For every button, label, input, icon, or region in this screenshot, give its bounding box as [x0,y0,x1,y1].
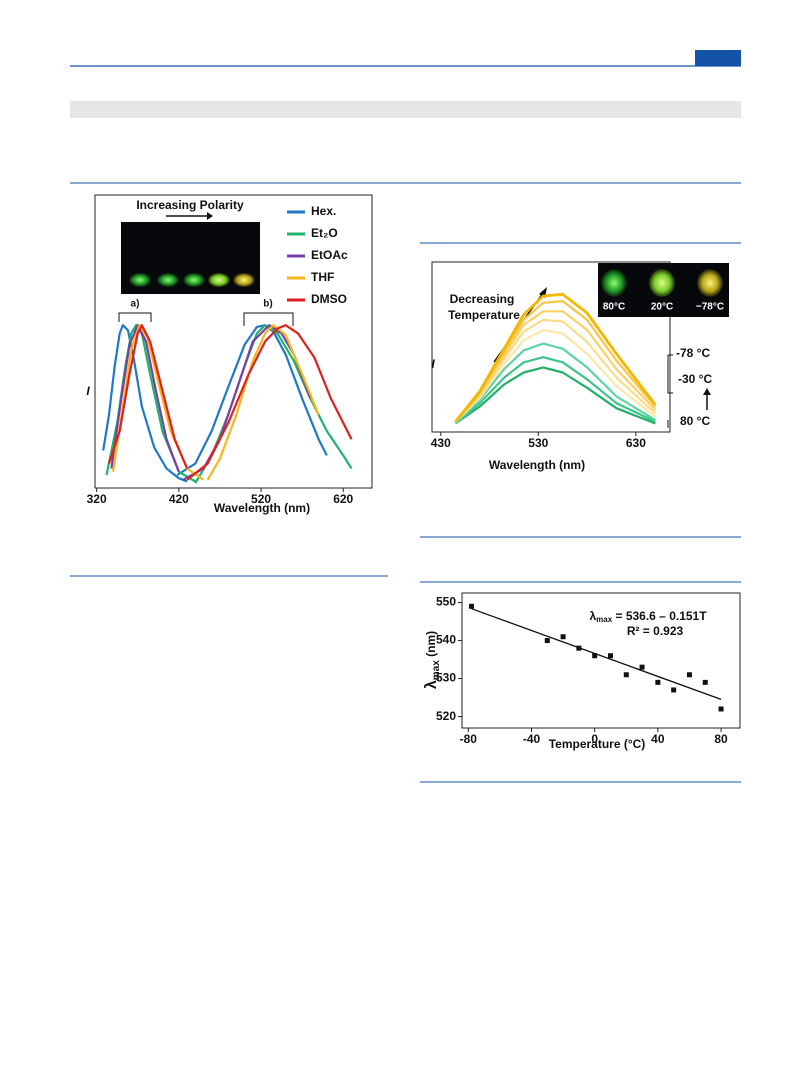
vial-glow [208,273,230,287]
bracket [667,354,673,428]
y-axis-label: λmax (nm) [423,631,441,689]
data-point [544,638,550,644]
data-point [655,679,661,685]
legend-label: DMSO [311,292,347,306]
y-unit: (nm) [424,631,438,660]
y-axis-label: I [86,384,90,398]
legend-label: THF [311,270,334,284]
data-point [671,687,677,693]
data-point [718,706,724,712]
x-tick-label: -80 [460,732,478,746]
gray-band [70,101,741,118]
series-line [454,292,657,423]
annotation: 80 °C [680,414,710,428]
vial-glow [601,269,627,297]
series-line [107,324,353,481]
y-axis-label: I [431,357,435,371]
y-tick-label: 530 [436,671,456,685]
annotation: Increasing Polarity [136,198,244,212]
y-tick-label: 520 [436,709,456,723]
annotation: -78 °C [676,346,710,360]
data-point [623,672,629,678]
series-line [102,324,328,483]
x-axis-label: Temperature (°C) [549,737,646,751]
x-tick-label: 40 [651,732,665,746]
x-tick-label: 620 [333,492,353,506]
eq-subscript: max [596,615,613,624]
data-point [592,653,598,659]
series-line [454,328,657,423]
x-tick-label: 0 [591,732,598,746]
bracket [118,312,152,322]
x-tick-label: 630 [626,436,646,450]
series-line [454,356,656,425]
data-point [702,679,708,685]
annotation: Temperature [448,308,520,322]
legend-label: EtOAc [311,248,348,262]
vial-glow [697,269,723,297]
header-tab [695,50,741,66]
data-point [468,603,474,609]
vial-glow [649,269,675,297]
x-tick-label: 80 [714,732,728,746]
data-point [639,664,645,670]
r-squared: R² = 0.923 [627,624,684,638]
inset-label: −78°C [696,302,724,313]
plot-frame [461,592,741,729]
y-symbol: λ [423,680,440,689]
inset-label: 20°C [651,302,673,313]
data-point [560,634,566,640]
eq-symbol: λ [589,609,596,623]
x-axis-label: Wavelength (nm) [489,458,585,472]
x-tick-label: 520 [251,492,271,506]
data-point [686,672,692,678]
series-line [454,366,656,425]
arrow-head [207,212,213,220]
vial-glow [157,273,179,287]
annotation: b) [263,299,272,310]
x-tick-label: 420 [169,492,189,506]
plot-frame [94,194,373,489]
legend-label: Et₂O [311,226,338,240]
x-axis-label: Wavelength (nm) [214,501,310,515]
vial-glow [129,273,151,287]
x-tick-label: 320 [87,492,107,506]
series-line [454,310,657,423]
eq-text: = 536.6 – 0.151T [612,609,707,623]
bracket [243,312,294,326]
data-point [576,645,582,651]
x-tick-label: -40 [523,732,541,746]
y-tick-label: 540 [436,633,456,647]
series-line [454,318,657,423]
data-point [607,653,613,659]
arrow-head [703,388,711,395]
vial-glow [233,273,255,287]
annotation: -30 °C [678,372,712,386]
x-tick-label: 530 [528,436,548,450]
y-subscript: max [431,660,442,680]
series-line [454,342,656,425]
inset-label: 80°C [603,302,625,313]
annotation: a) [131,299,140,310]
x-tick-label: 430 [431,436,451,450]
legend-label: Hex. [311,204,336,218]
annotation: Decreasing [450,292,515,306]
plot-frame [431,261,671,433]
equation: λmax = 536.6 – 0.151T [589,609,707,624]
y-tick-label: 550 [436,595,456,609]
vial-glow [183,273,205,287]
